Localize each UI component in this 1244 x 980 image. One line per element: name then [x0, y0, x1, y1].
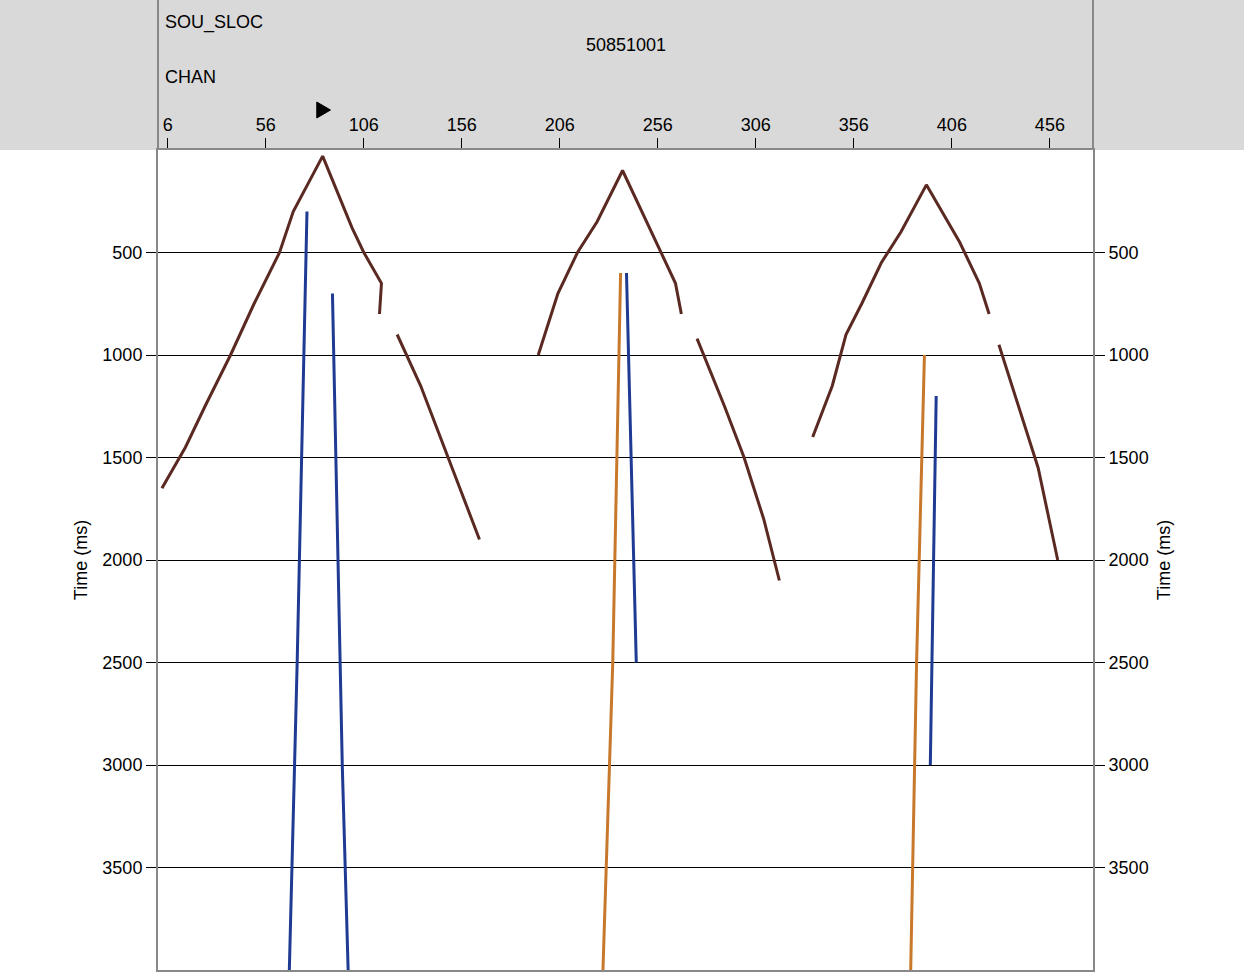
svg-text:356: 356: [839, 115, 869, 135]
svg-text:406: 406: [937, 115, 967, 135]
svg-text:3000: 3000: [102, 755, 142, 775]
svg-text:500: 500: [112, 243, 142, 263]
svg-text:Time (ms): Time (ms): [71, 520, 91, 600]
svg-text:456: 456: [1035, 115, 1065, 135]
svg-text:SOU_SLOC: SOU_SLOC: [165, 12, 263, 33]
svg-text:2000: 2000: [102, 550, 142, 570]
svg-text:3500: 3500: [102, 858, 142, 878]
svg-text:50851001: 50851001: [586, 35, 666, 55]
svg-text:256: 256: [643, 115, 673, 135]
svg-text:306: 306: [741, 115, 771, 135]
svg-text:3500: 3500: [1109, 858, 1149, 878]
svg-text:3000: 3000: [1109, 755, 1149, 775]
svg-text:1000: 1000: [1109, 345, 1149, 365]
svg-text:156: 156: [447, 115, 477, 135]
svg-text:56: 56: [256, 115, 276, 135]
svg-text:1500: 1500: [102, 448, 142, 468]
svg-text:CHAN: CHAN: [165, 67, 216, 87]
svg-text:500: 500: [1109, 243, 1139, 263]
svg-text:6: 6: [163, 115, 173, 135]
svg-text:206: 206: [545, 115, 575, 135]
svg-text:2000: 2000: [1109, 550, 1149, 570]
svg-text:2500: 2500: [1109, 653, 1149, 673]
svg-text:1000: 1000: [102, 345, 142, 365]
svg-text:106: 106: [349, 115, 379, 135]
svg-text:2500: 2500: [102, 653, 142, 673]
svg-text:Time (ms): Time (ms): [1154, 520, 1174, 600]
svg-text:1500: 1500: [1109, 448, 1149, 468]
